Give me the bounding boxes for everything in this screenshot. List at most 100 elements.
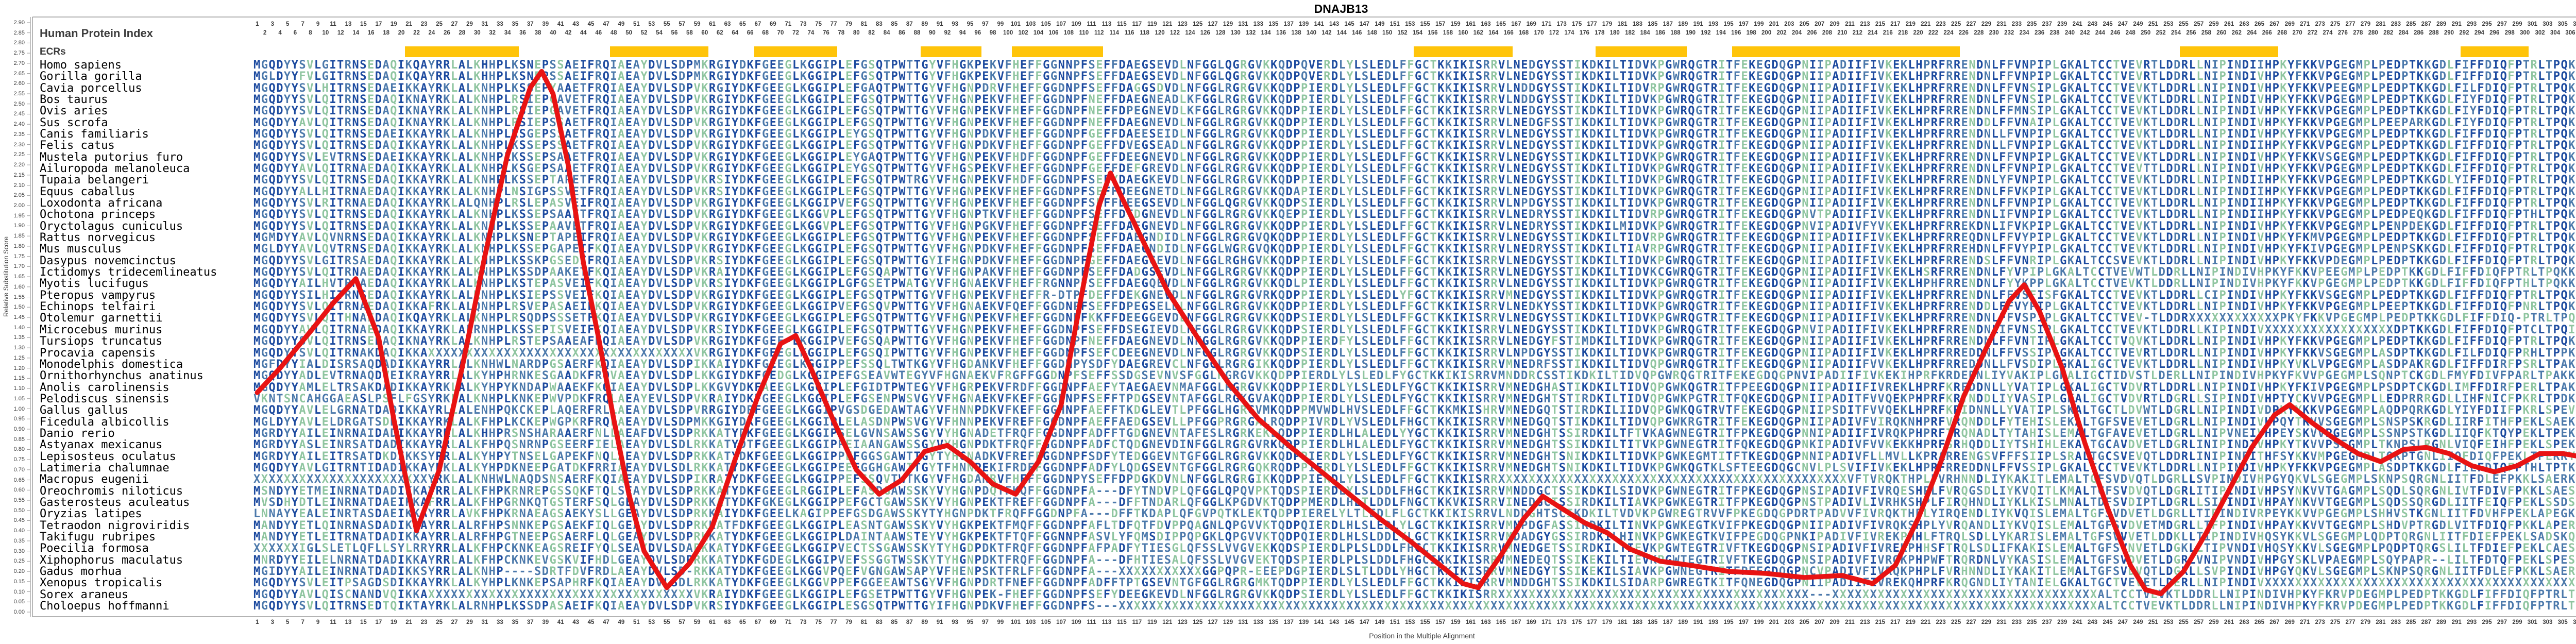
bottom-position-number: 53 (648, 619, 655, 625)
page-title: DNAJB13 (1314, 2, 1368, 16)
top-position-number: 254 (2171, 30, 2181, 36)
bottom-position-number: 239 (2057, 619, 2067, 625)
top-position-number: 209 (1830, 21, 1840, 27)
sequence-row: MGRDYYASLEINRSATDADIKKAYRRLALKFHPQSNRNPG… (253, 439, 2576, 451)
top-position-number: 65 (739, 21, 746, 27)
bottom-position-number: 203 (1784, 619, 1794, 625)
y-tick-label: 0.65 (4, 477, 25, 483)
top-position-number: 267 (2269, 21, 2279, 27)
sequence-row: MGQDYYSVLQITRNAEDAQIKKAFRKLALQNHPLRSVEPA… (253, 301, 2576, 313)
top-position-number: 56 (671, 30, 678, 36)
top-position-number: 262 (2232, 30, 2242, 36)
bottom-position-number: 75 (815, 619, 822, 625)
bottom-position-number: 207 (1815, 619, 1824, 625)
sequence-row: MGQDYYSVLQITRNSEDAEIKKAYRKLALKNHPLKSGEPS… (253, 129, 2576, 140)
bottom-position-number: 145 (1344, 619, 1354, 625)
bottom-position-number: 125 (1193, 619, 1202, 625)
species-name: Echinops telfairi (40, 301, 156, 313)
top-position-number: 202 (1776, 30, 1786, 36)
top-position-number: 6 (294, 30, 297, 36)
top-position-number: 300 (2520, 30, 2530, 36)
top-position-number: 130 (1231, 30, 1241, 36)
top-position-number: 21 (405, 21, 412, 27)
species-name: Xenopus tropicalis (40, 578, 162, 589)
top-position-number: 280 (2368, 30, 2378, 36)
top-position-number: 71 (785, 21, 791, 27)
top-position-number: 121 (1162, 21, 1172, 27)
top-position-number: 277 (2345, 21, 2355, 27)
top-position-number: 126 (1200, 30, 1210, 36)
species-name: Gadus morhua (40, 566, 122, 578)
y-tick-label: 1.55 (4, 294, 25, 300)
bottom-position-number: 171 (1541, 619, 1551, 625)
bottom-position-number: 61 (709, 619, 716, 625)
top-position-number: 83 (876, 21, 883, 27)
bottom-position-number: 199 (1754, 619, 1764, 625)
bottom-position-number: 1 (256, 619, 259, 625)
y-tick-label: 0.05 (4, 599, 25, 605)
top-position-number: 251 (2148, 21, 2158, 27)
top-position-number: 203 (1784, 21, 1794, 27)
top-position-number: 230 (1989, 30, 1999, 36)
top-position-number: 253 (2163, 21, 2173, 27)
bottom-position-number: 119 (1147, 619, 1157, 625)
species-name: Pelodiscus sinensis (40, 393, 170, 405)
sequence-row: MGQDYYSVLQITRNSEDAQIKKAYRKLALKNHPLKSSEPS… (253, 140, 2576, 151)
sequence-row: MGFDYYIALDISRSAQDADIKKAYRRLALKNHWLNARDPG… (253, 359, 2576, 370)
top-position-number: 151 (1390, 21, 1400, 27)
sequence-row: MVSDHYDTLEINRNATDAEIKKAFRRLALKFHPGRNKQTG… (253, 497, 2576, 509)
top-position-number: 5 (286, 21, 289, 27)
bottom-position-number: 213 (1860, 619, 1870, 625)
top-position-number: 270 (2292, 30, 2302, 36)
top-position-number: 124 (1185, 30, 1195, 36)
bottom-position-number: 93 (952, 619, 958, 625)
top-position-number: 179 (1602, 21, 1612, 27)
top-position-number: 284 (2399, 30, 2409, 36)
y-tick-label: 0.45 (4, 517, 25, 523)
top-position-number: 238 (2049, 30, 2059, 36)
top-position-number: 243 (2088, 21, 2097, 27)
top-position-number: 29 (466, 21, 473, 27)
top-position-number: 104 (1033, 30, 1043, 36)
top-position-number: 307 (2573, 21, 2576, 27)
top-position-number: 226 (1959, 30, 1969, 36)
top-position-number: 200 (1761, 30, 1771, 36)
y-tick-label: 0.10 (4, 589, 25, 595)
bottom-position-number: 277 (2345, 619, 2355, 625)
top-position-number: 252 (2156, 30, 2165, 36)
top-position-number: 133 (1253, 21, 1263, 27)
y-tick-label: 2.45 (4, 111, 25, 117)
sequence-row: MGQDYYSVLQITHNAEDAQIKQAYRKLALKNHPLRSQDPS… (253, 313, 2576, 324)
bottom-position-number: 295 (2482, 619, 2492, 625)
bottom-position-number: 285 (2406, 619, 2416, 625)
top-position-number: 222 (1928, 30, 1938, 36)
top-position-number: 268 (2277, 30, 2287, 36)
bottom-position-number: 175 (1572, 619, 1582, 625)
top-position-number: 72 (792, 30, 799, 36)
top-position-number: 279 (2361, 21, 2370, 27)
top-position-number: 193 (1708, 21, 1718, 27)
y-tick-label: 0.80 (4, 446, 25, 452)
species-name: Lepisosteus oculatus (40, 451, 176, 463)
ecr-block (754, 46, 838, 57)
species-name: Monodelphis domestica (40, 359, 183, 370)
top-position-number: 142 (1321, 30, 1331, 36)
top-position-number: 73 (800, 21, 807, 27)
top-position-number: 305 (2558, 21, 2568, 27)
top-position-number: 258 (2201, 30, 2211, 36)
sequence-row: MANDYYETLQINRNASDADIKKAYRRLALRFHPSNNKEPG… (253, 520, 2576, 532)
top-position-number: 32 (489, 30, 496, 36)
bottom-position-number: 3 (271, 619, 274, 625)
species-name: Gorilla gorilla (40, 71, 142, 82)
top-position-number: 159 (1451, 21, 1461, 27)
y-tick-label: 2.00 (4, 202, 25, 209)
top-position-number: 170 (1534, 30, 1544, 36)
bottom-position-number: 89 (921, 619, 928, 625)
sequence-row: XXXXXXXXXXXXXXXXXXXXXXXYRKLALKNHWLNAQDSN… (253, 474, 2576, 485)
species-name: Oryctolagus cuniculus (40, 221, 183, 232)
top-position-number: 218 (1898, 30, 1908, 36)
bottom-position-number: 139 (1299, 619, 1309, 625)
top-position-number: 136 (1276, 30, 1286, 36)
top-position-number: 272 (2308, 30, 2317, 36)
top-position-number: 88 (914, 30, 921, 36)
